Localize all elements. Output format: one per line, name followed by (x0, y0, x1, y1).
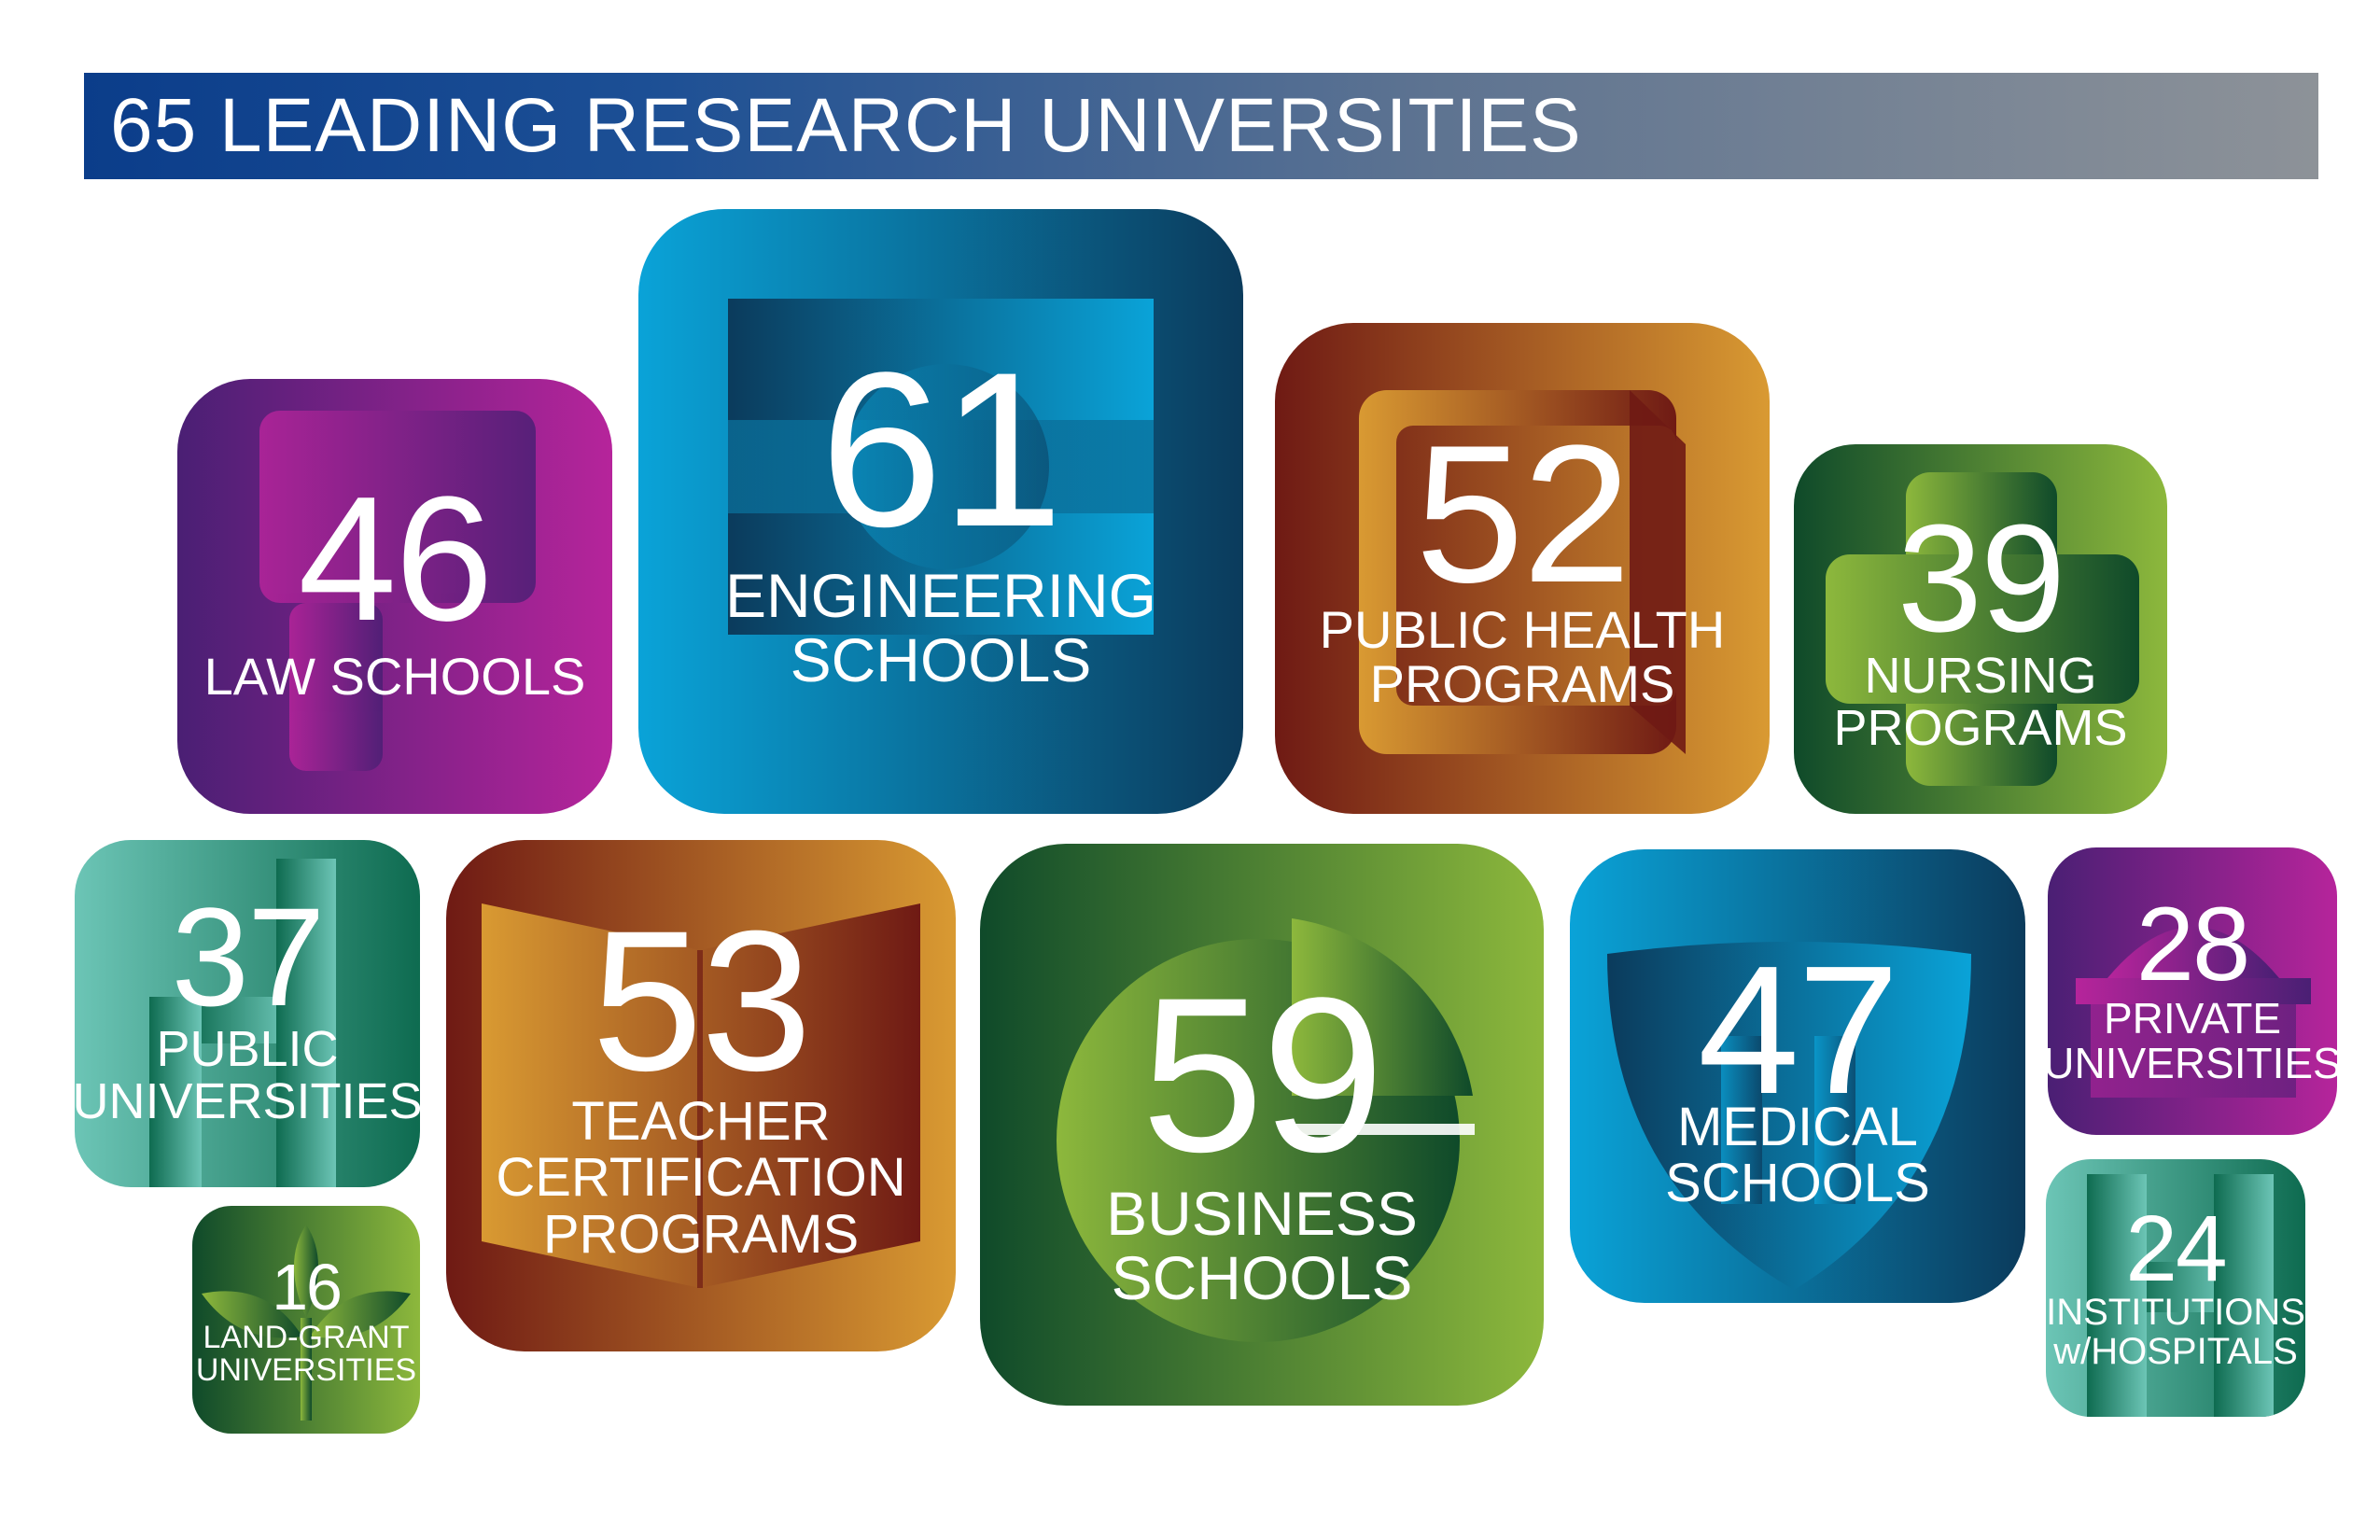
tile-label: NURSING PROGRAMS (1833, 648, 2128, 757)
open-book-icon (482, 903, 920, 1288)
tile-land-grant-universities: 16 LAND-GRANT UNIVERSITIES (192, 1206, 420, 1434)
tile-private-universities: 28 PRIVATE UNIVERSITIES (2048, 847, 2337, 1135)
tile-number: 37 (171, 878, 326, 1035)
tile-business-schools: 59 BUSINESS SCHOOLS (980, 844, 1544, 1406)
tile-number: 46 (298, 460, 493, 658)
shield-icon (1607, 942, 1971, 1290)
book-icon (1359, 390, 1686, 754)
dome-building-icon (2076, 927, 2311, 1098)
tile-institutions-with-hospitals: 24 INSTITUTIONS w/HOSPITALS (2046, 1159, 2305, 1417)
tile-engineering-schools: 61 ENGINEERING SCHOOLS (638, 209, 1243, 814)
tile-public-health-programs: 52 PUBLIC HEALTH PROGRAMS (1275, 323, 1770, 814)
tile-label: PUBLIC UNIVERSITIES (75, 1021, 420, 1130)
tile-label: ENGINEERING SCHOOLS (724, 561, 1157, 694)
tile-law-schools: 46 LAW SCHOOLS (177, 379, 612, 814)
sprout-icon (202, 1225, 411, 1421)
gear-block-icon (728, 299, 1154, 635)
tile-number: 52 (1415, 404, 1631, 623)
tile-number: 53 (591, 889, 812, 1113)
tile-number: 39 (1897, 493, 2065, 664)
building-icon (149, 859, 336, 1187)
page-title: 65 LEADING RESEARCH UNIVERSITIES (110, 83, 1582, 168)
tile-medical-schools: 47 MEDICAL SCHOOLS (1570, 849, 2025, 1303)
tile-label: MEDICAL SCHOOLS (1665, 1097, 1930, 1214)
tile-number: 24 (2125, 1197, 2227, 1301)
tile-label: INSTITUTIONS w/HOSPITALS (2046, 1292, 2305, 1372)
tile-number: 28 (2135, 886, 2251, 1002)
tile-number: 59 (1141, 952, 1385, 1198)
tile-number: 16 (272, 1251, 343, 1323)
tile-label: PUBLIC HEALTH PROGRAMS (1319, 600, 1726, 714)
title-banner: 65 LEADING RESEARCH UNIVERSITIES (84, 73, 2318, 179)
pie-chart-icon (1057, 918, 1475, 1342)
tile-label: LAW SCHOOLS (203, 647, 586, 706)
tile-number: 61 (819, 327, 1064, 573)
h-letter-icon (2087, 1174, 2274, 1417)
scroll-icon (259, 411, 536, 771)
tile-label: TEACHER CERTIFICATION PROGRAMS (496, 1091, 906, 1265)
tile-label: BUSINESS SCHOOLS (1106, 1179, 1418, 1312)
tile-label: LAND-GRANT UNIVERSITIES (195, 1320, 417, 1389)
tile-teacher-certification-programs: 53 TEACHER CERTIFICATION PROGRAMS (446, 840, 956, 1351)
tile-number: 47 (1697, 928, 1899, 1132)
cross-icon (1826, 472, 2139, 786)
tile-public-universities: 37 PUBLIC UNIVERSITIES (75, 840, 420, 1187)
tile-label: PRIVATE UNIVERSITIES (2048, 994, 2337, 1087)
tile-nursing-programs: 39 NURSING PROGRAMS (1794, 444, 2167, 814)
